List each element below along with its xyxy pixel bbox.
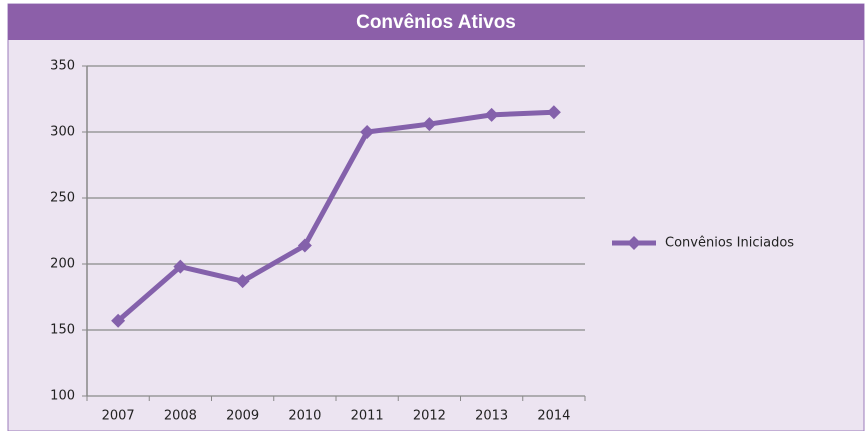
y-tick-label: 100 <box>50 389 75 404</box>
marker <box>173 259 188 274</box>
x-tick-label: 2008 <box>164 409 197 424</box>
x-tick-label: 2010 <box>288 409 321 424</box>
chart-background <box>7 3 865 431</box>
line <box>116 109 554 323</box>
marker <box>484 107 499 122</box>
title-bar <box>8 4 864 40</box>
x-tick-label: 2013 <box>475 409 508 424</box>
x-tick-label: 2007 <box>102 409 135 424</box>
y-tick-label: 200 <box>50 257 75 272</box>
legend-label: Convênios Iniciados <box>665 236 794 251</box>
y-tick-label: 350 <box>50 59 75 74</box>
marker <box>235 274 250 289</box>
y-tick-label: 150 <box>50 323 75 338</box>
x-tick-label: 2009 <box>226 409 259 424</box>
marker <box>360 125 375 139</box>
marker <box>546 105 561 120</box>
x-tick-label: 2014 <box>537 409 570 424</box>
marker <box>297 238 312 253</box>
x-tick-label: 2011 <box>351 409 384 424</box>
marker <box>111 313 126 328</box>
y-tick-label: 250 <box>50 191 75 206</box>
x-tick-label: 2012 <box>413 409 446 424</box>
y-tick-label: 300 <box>50 125 75 140</box>
chart-title: Convênios Ativos <box>356 12 516 33</box>
legend-marker <box>627 236 641 250</box>
marker <box>422 117 437 132</box>
